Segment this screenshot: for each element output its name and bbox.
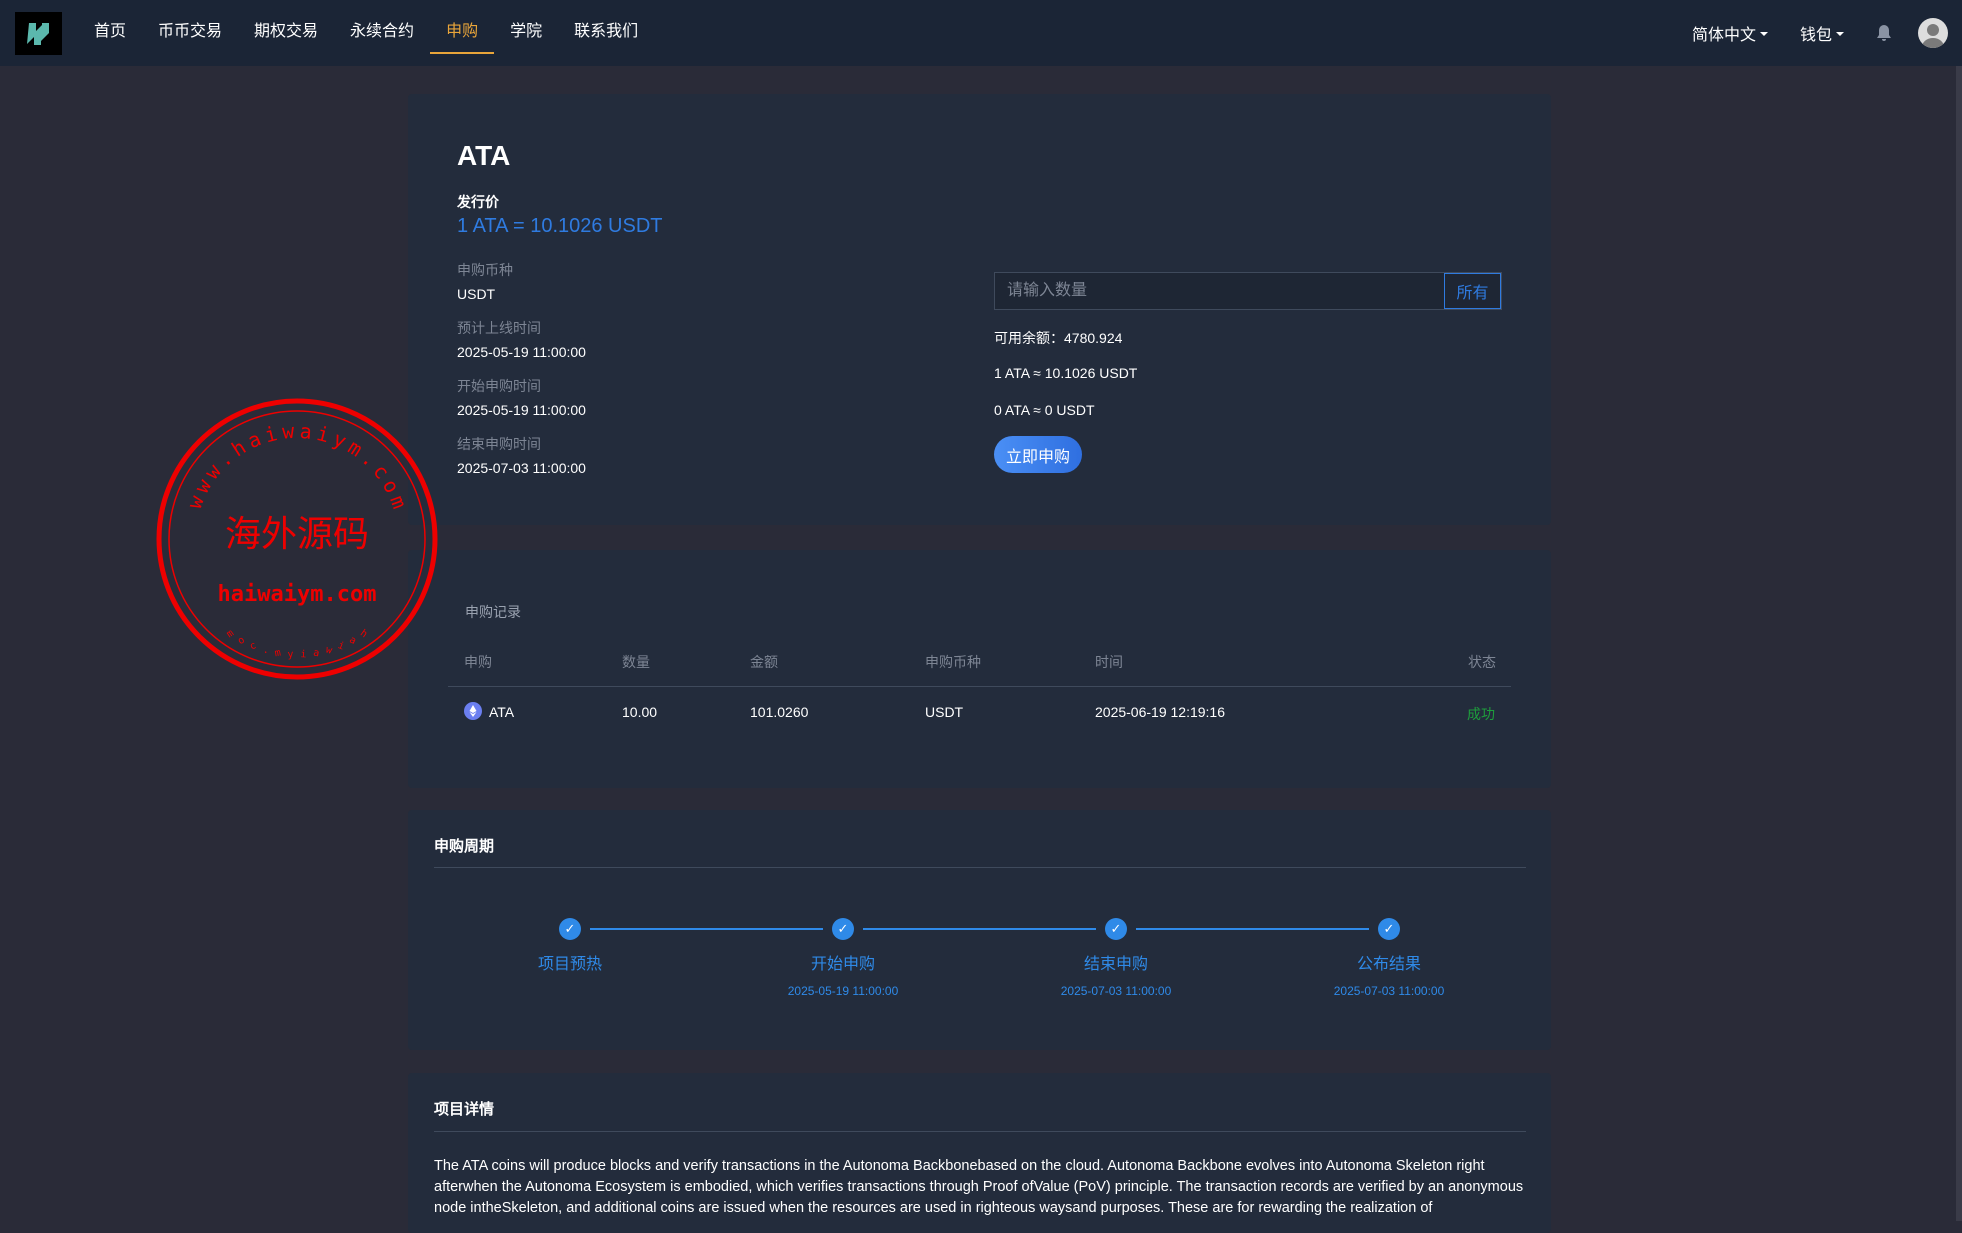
available-balance: 可用余额：4780.924 [994, 330, 1123, 346]
top-nav: 首页 币币交易 期权交易 永续合约 申购 学院 联系我们 简体中文 钱包 [0, 0, 1962, 66]
details-card [408, 1073, 1551, 1233]
nav-spot[interactable]: 币币交易 [158, 23, 223, 40]
row-currency: USDT [925, 704, 964, 720]
watermark-char: a [347, 635, 358, 648]
all-button[interactable]: 所有 [1444, 273, 1501, 309]
watermark-char: i [336, 640, 346, 652]
estimate: 0 ATA ≈ 0 USDT [994, 402, 1095, 418]
details-title: 项目详情 [434, 1101, 495, 1118]
divider [448, 686, 1511, 687]
watermark-char: w [324, 644, 334, 656]
field-currency: 申购币种 USDT [457, 262, 513, 302]
watermark-char: i [262, 421, 279, 447]
svg-text:海外源码: 海外源码 [225, 514, 369, 555]
nav-perpetual[interactable]: 永续合约 [350, 23, 415, 40]
records-title: 申购记录 [465, 604, 521, 620]
header-time: 时间 [1095, 654, 1123, 670]
step-result: ✓ 公布结果 2025-07-03 11:00:00 [1279, 918, 1499, 998]
divider [434, 1131, 1526, 1132]
scrollbar[interactable] [1956, 66, 1962, 1221]
row-status: 成功 [1467, 706, 1495, 722]
nav-subscribe[interactable]: 申购 [430, 0, 495, 66]
check-icon: ✓ [832, 918, 854, 940]
watermark-char: m [274, 647, 282, 659]
avatar[interactable] [1918, 18, 1948, 48]
wallet-dropdown[interactable]: 钱包 [1800, 21, 1844, 45]
header-currency: 申购币种 [925, 654, 981, 670]
logo[interactable] [15, 12, 62, 55]
bell-icon[interactable] [1876, 24, 1892, 42]
field-end-time: 结束申购时间 2025-07-03 11:00:00 [457, 436, 586, 476]
nav-contact[interactable]: 联系我们 [574, 23, 639, 40]
details-text: The ATA coins will produce blocks and ve… [434, 1158, 1524, 1216]
field-start-time: 开始申购时间 2025-05-19 11:00:00 [457, 378, 586, 418]
nav-academy[interactable]: 学院 [510, 23, 543, 40]
quantity-field: 所有 [994, 272, 1502, 310]
project-name: ATA [457, 140, 511, 171]
svg-text:haiwaiym.com: haiwaiym.com [218, 582, 377, 607]
watermark-char: y [287, 649, 294, 660]
watermark-char: m [225, 628, 236, 640]
nav-options[interactable]: 期权交易 [254, 23, 319, 40]
watermark-char: o [236, 635, 247, 648]
check-icon: ✓ [1105, 918, 1127, 940]
header-qty: 数量 [622, 654, 650, 670]
step-end: ✓ 结束申购 2025-07-03 11:00:00 [1006, 918, 1226, 998]
watermark-char: m [385, 492, 412, 512]
step-connector [1136, 928, 1369, 930]
step-connector [863, 928, 1096, 930]
records-card [408, 550, 1551, 788]
watermark-stamp: www.hai w a iym.com 海外源码 haiwaiym.com haiwa… [156, 398, 438, 680]
header-status: 状态 [1468, 654, 1496, 670]
subscribe-button[interactable]: 立即申购 [994, 436, 1082, 473]
nav-home[interactable]: 首页 [94, 23, 127, 40]
watermark-char: i [314, 421, 331, 447]
field-launch-time: 预计上线时间 2025-05-19 11:00:00 [457, 320, 586, 360]
check-icon: ✓ [1378, 918, 1400, 940]
step-connector [590, 928, 823, 930]
cycle-card [408, 810, 1551, 1050]
language-dropdown[interactable]: 简体中文 [1692, 21, 1768, 45]
price-label: 发行价 [457, 194, 499, 210]
watermark-char: c [248, 640, 258, 652]
step-start: ✓ 开始申购 2025-05-19 11:00:00 [733, 918, 953, 998]
watermark-char: i [300, 649, 307, 660]
exchange-rate: 1 ATA ≈ 10.1026 USDT [994, 365, 1138, 381]
watermark-char: a [299, 419, 313, 444]
row-qty: 10.00 [622, 704, 658, 720]
check-icon: ✓ [559, 918, 581, 940]
row-time: 2025-06-19 12:19:16 [1095, 704, 1225, 720]
watermark-char: w [281, 419, 296, 444]
header-amount: 金额 [750, 654, 778, 670]
issue-price: 1 ATA = 10.1026 USDT [457, 215, 663, 237]
coin-icon [464, 702, 482, 720]
cycle-title: 申购周期 [434, 838, 495, 855]
quantity-input[interactable] [995, 273, 1444, 309]
watermark-char: . [261, 644, 270, 656]
step-warmup: ✓ 项目预热 [460, 918, 680, 984]
row-amount: 101.0260 [750, 704, 809, 720]
header-coin: 申购 [464, 654, 492, 670]
divider [434, 867, 1526, 868]
watermark-char: a [312, 647, 320, 659]
watermark-char: h [358, 628, 369, 640]
watermark-char: a [244, 426, 265, 453]
row-coin: ATA [489, 704, 515, 720]
